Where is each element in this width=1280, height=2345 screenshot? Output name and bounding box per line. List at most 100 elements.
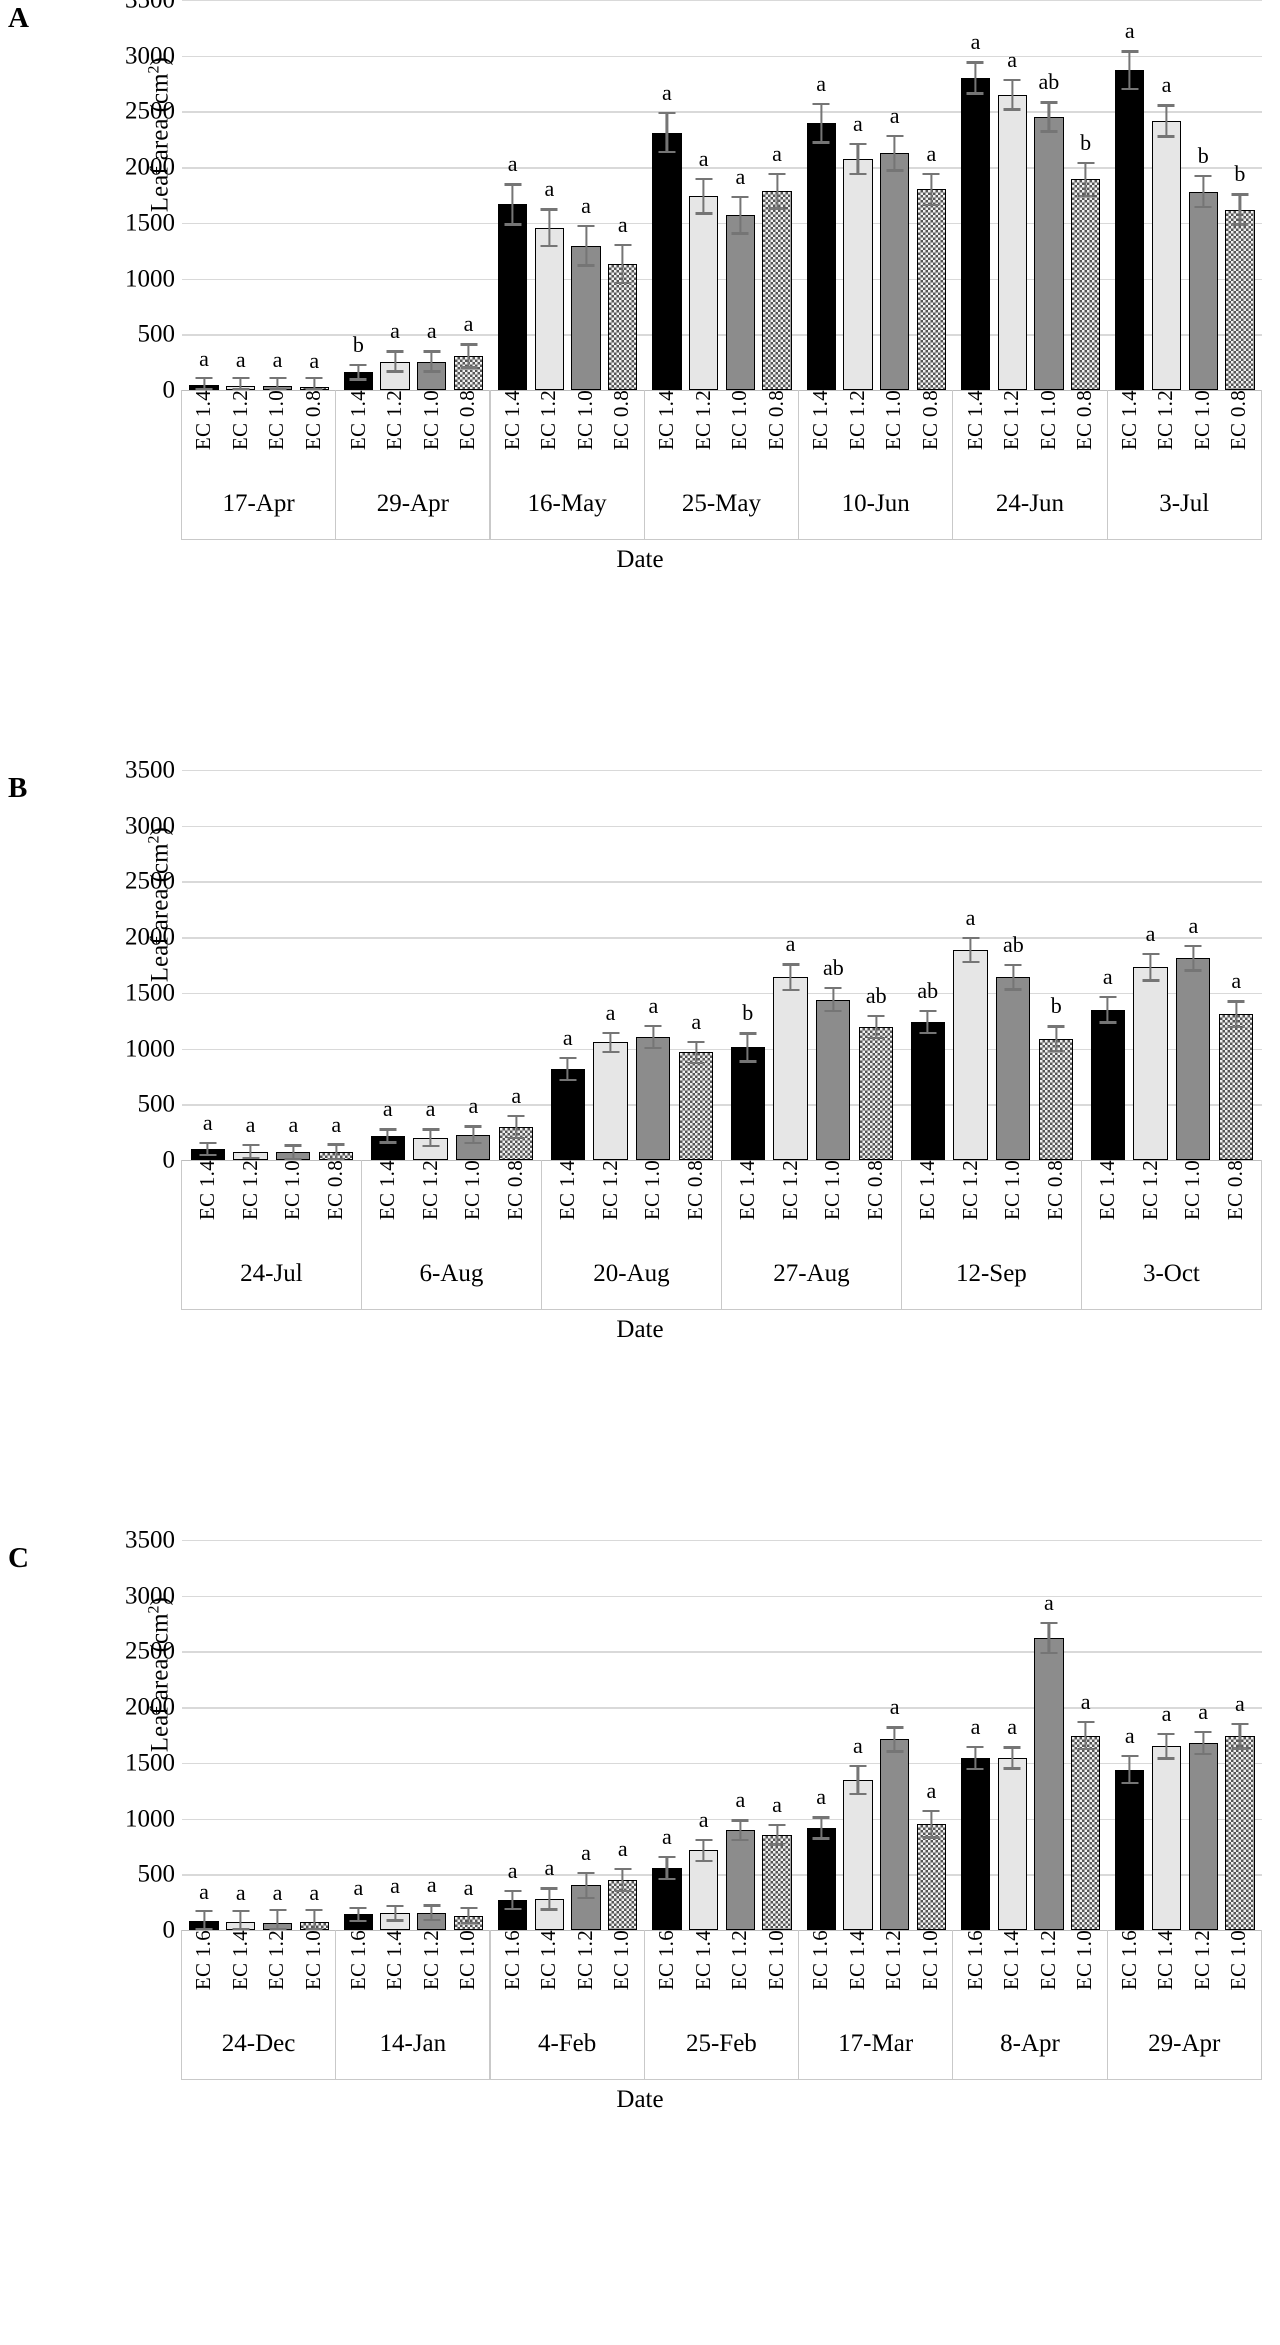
- bar[interactable]: [1039, 1038, 1074, 1160]
- bar[interactable]: [960, 1757, 991, 1930]
- significance-letter: a: [199, 1879, 209, 1905]
- ec-label-cell: EC 0.8: [1218, 1160, 1252, 1258]
- x-axis-title: Date: [616, 2086, 664, 2113]
- bar[interactable]: [997, 94, 1027, 390]
- gridline: [182, 111, 1262, 113]
- x-axis-group: EC 1.4 EC 1.2 EC 1.0 EC 0.8 25-May: [643, 390, 800, 540]
- error-bar-cap-bottom: [504, 223, 522, 226]
- bar[interactable]: [1070, 179, 1101, 390]
- error-bar-stem: [584, 224, 588, 267]
- bar[interactable]: [843, 158, 873, 390]
- ec-label-cell: EC 1.2: [1034, 1930, 1063, 2028]
- bar[interactable]: [1151, 1746, 1182, 1930]
- error-bar-cap-top: [1142, 952, 1160, 956]
- bar[interactable]: [1034, 117, 1064, 390]
- error-bar-stem: [467, 343, 470, 369]
- bar[interactable]: [688, 196, 719, 390]
- bar[interactable]: [1225, 209, 1255, 390]
- error-bar-cap-top: [824, 986, 842, 990]
- error-bar-stem: [202, 376, 206, 390]
- bar[interactable]: [806, 1828, 836, 1930]
- error-bar: [199, 1141, 217, 1157]
- bar[interactable]: [1225, 1736, 1255, 1930]
- bar[interactable]: [859, 1026, 894, 1160]
- bar[interactable]: [636, 1036, 671, 1160]
- error-bar-cap-top: [379, 1128, 397, 1131]
- ec-tick-label: EC 1.0: [763, 1930, 788, 1991]
- bar[interactable]: [730, 1047, 765, 1160]
- bar-wrapper: b: [1188, 0, 1218, 390]
- bar[interactable]: [910, 1021, 945, 1160]
- error-bar-stem: [739, 1819, 742, 1842]
- significance-letter: a: [1102, 963, 1113, 989]
- bar[interactable]: [725, 215, 755, 390]
- bar[interactable]: [960, 78, 991, 390]
- bar[interactable]: [773, 977, 808, 1160]
- significance-letter: a: [970, 1713, 981, 1739]
- bar[interactable]: [1090, 1009, 1125, 1160]
- bar[interactable]: [1188, 1742, 1218, 1930]
- bar[interactable]: [725, 1830, 755, 1930]
- bar[interactable]: [550, 1069, 585, 1160]
- bar[interactable]: [571, 245, 601, 390]
- bar[interactable]: [608, 264, 638, 390]
- error-bar: [232, 1909, 250, 1930]
- bar[interactable]: [879, 153, 910, 390]
- bar[interactable]: [1115, 70, 1145, 390]
- bar[interactable]: [679, 1052, 714, 1160]
- bar[interactable]: [1133, 967, 1168, 1160]
- bar[interactable]: [1115, 1769, 1145, 1930]
- ec-tick-label: EC 1.2: [418, 1930, 443, 1991]
- ec-label-cell: EC 1.2: [1188, 1930, 1217, 2028]
- bar[interactable]: [816, 999, 851, 1160]
- ec-label-cell: EC 1.4: [806, 390, 835, 488]
- bar[interactable]: [1151, 120, 1182, 390]
- error-bar: [782, 963, 800, 992]
- error-bar: [1142, 952, 1160, 982]
- error-bar-cap-top: [966, 1745, 984, 1748]
- ec-label-cell: EC 1.4: [189, 390, 218, 488]
- error-bar-cap-top: [886, 1726, 904, 1729]
- bar[interactable]: [688, 1850, 719, 1930]
- error-bar-cap-bottom: [1003, 1767, 1021, 1770]
- gridline: [182, 1540, 1262, 1542]
- bar[interactable]: [916, 1824, 946, 1930]
- bar[interactable]: [1219, 1014, 1254, 1160]
- error-bar: [464, 1125, 482, 1145]
- significance-letter: a: [1124, 1723, 1135, 1749]
- bar[interactable]: [762, 191, 792, 390]
- error-bar-cap-top: [1121, 1755, 1139, 1758]
- bar[interactable]: [996, 977, 1031, 1160]
- bar[interactable]: [879, 1739, 910, 1930]
- error-bar-cap-bottom: [242, 1157, 260, 1160]
- bar[interactable]: [1176, 958, 1211, 1160]
- ec-tick-label: EC 1.2: [1189, 1930, 1214, 1991]
- error-bar-cap-bottom: [687, 1061, 705, 1065]
- error-bar-cap-top: [1184, 944, 1202, 948]
- error-bar-stem: [969, 936, 972, 964]
- bar[interactable]: [1034, 1638, 1064, 1930]
- bar[interactable]: [1188, 191, 1218, 390]
- error-bar: [1227, 1000, 1245, 1028]
- bar[interactable]: [593, 1042, 628, 1160]
- ec-label-cell: EC 0.8: [607, 390, 636, 488]
- y-tick-label: 1500: [125, 1749, 175, 1777]
- bar[interactable]: [806, 123, 836, 390]
- significance-letter: a: [309, 1879, 320, 1905]
- bar[interactable]: [843, 1780, 873, 1930]
- error-bar-cap-top: [386, 1904, 404, 1908]
- bar[interactable]: [997, 1757, 1027, 1930]
- bar-wrapper: a: [456, 770, 491, 1160]
- error-bar: [695, 177, 713, 215]
- bar[interactable]: [497, 204, 528, 390]
- bar[interactable]: [652, 132, 682, 390]
- bar[interactable]: [762, 1834, 792, 1930]
- bar[interactable]: [1070, 1735, 1101, 1930]
- error-bar-stem: [1055, 1025, 1058, 1052]
- bar[interactable]: [534, 227, 564, 390]
- bar[interactable]: [953, 949, 988, 1160]
- error-bar: [269, 376, 286, 390]
- ec-tick-label: EC 1.4: [844, 1930, 869, 1991]
- bar[interactable]: [916, 189, 946, 390]
